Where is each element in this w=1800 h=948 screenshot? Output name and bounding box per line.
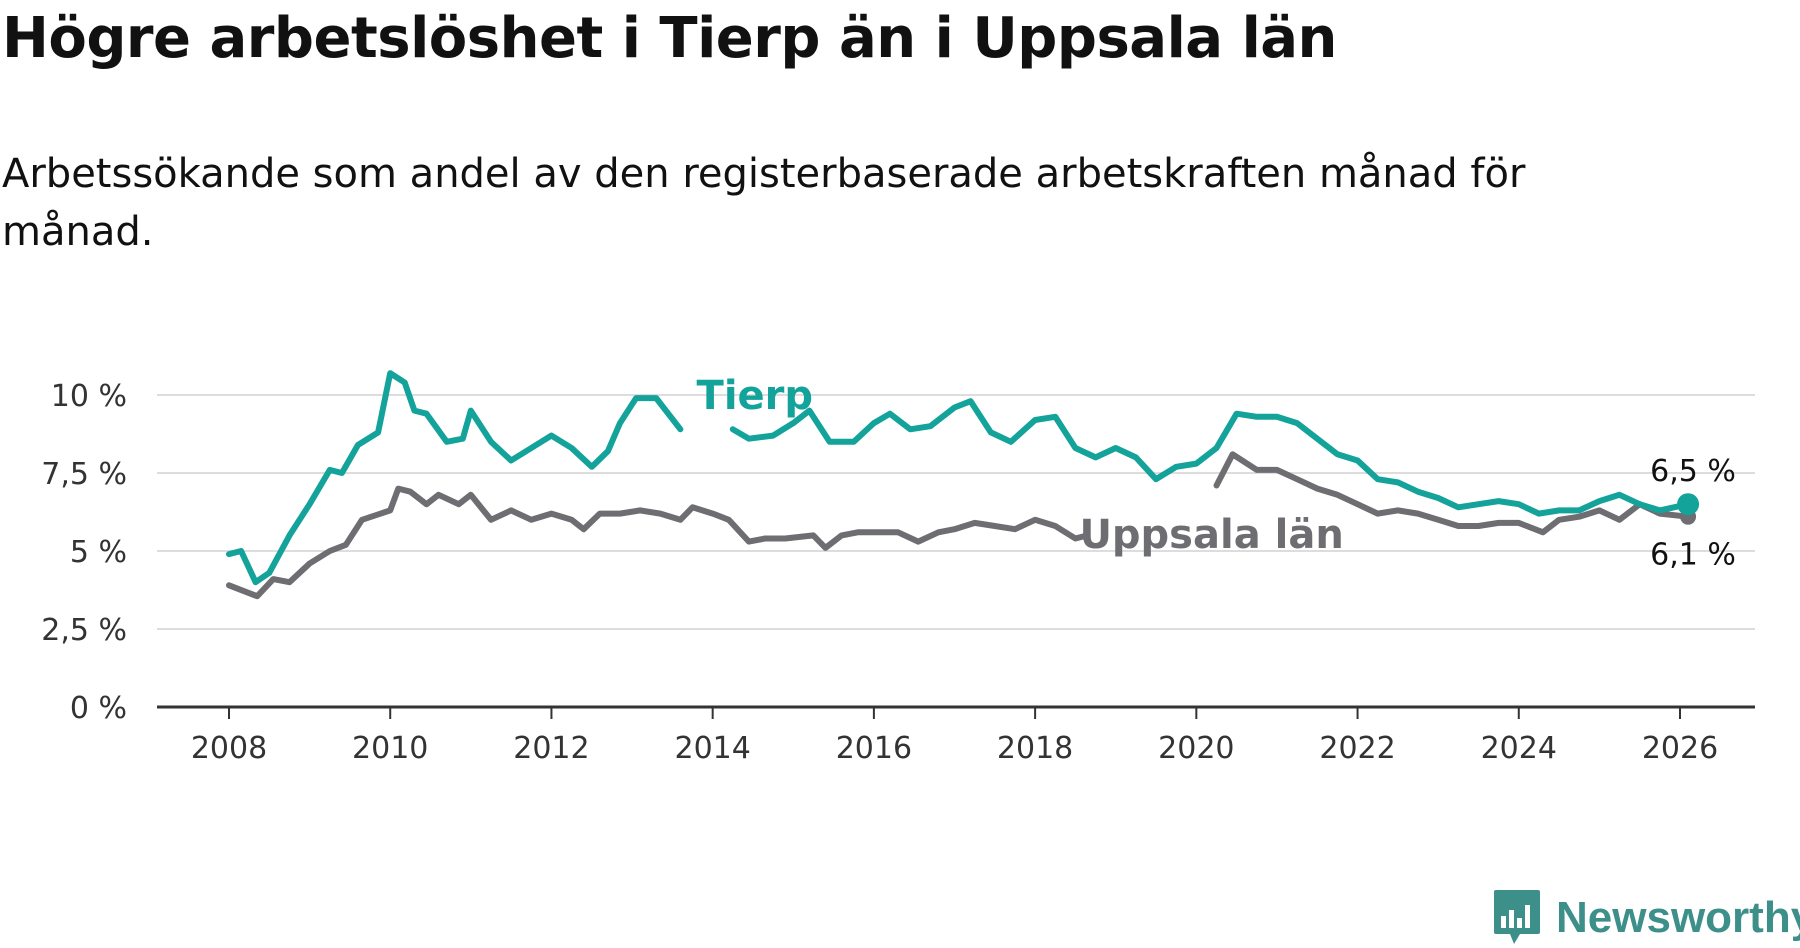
x-tick-label: 2024 (1481, 731, 1557, 766)
tierp-end-value-label: 6,5 % (1650, 454, 1736, 489)
tierp-end-marker (1677, 493, 1700, 516)
tierp-series-label: Tierp (697, 373, 813, 419)
y-tick-label: 10 % (51, 379, 127, 414)
uppsala-line (1213, 451, 1692, 536)
tierp-line (729, 398, 1692, 517)
x-tick-label: 2016 (836, 731, 912, 766)
x-tick-label: 2012 (513, 731, 589, 766)
brand-name: Newsworthy (1556, 893, 1800, 942)
x-tick-label: 2010 (352, 731, 428, 766)
newsworthy-logo-icon (1494, 890, 1540, 944)
uppsala-end-value-label: 6,1 % (1650, 538, 1736, 573)
chart-subtitle: Arbetssökande som andel av den registerb… (2, 151, 1526, 255)
x-tick-label: 2014 (674, 731, 750, 766)
line-chart: 0 % 2,5 % 5 % 7,5 % 10 % 2008 2010 2012 2014 2016… (41, 370, 1755, 766)
x-tick-label: 2022 (1319, 731, 1395, 766)
uppsala-line (226, 485, 1091, 600)
tierp-line (226, 370, 684, 586)
uppsala-series-label: Uppsala län (1079, 512, 1343, 558)
y-tick-label: 5 % (70, 535, 127, 570)
x-tick-label: 2020 (1158, 731, 1234, 766)
newsworthy-logo: Newsworthy (1492, 888, 1800, 948)
x-tick-label: 2008 (191, 731, 267, 766)
x-tick-label: 2026 (1642, 731, 1718, 766)
y-tick-label: 0 % (70, 691, 127, 726)
chart-title: Högre arbetslöshet i Tierp än i Uppsala … (2, 6, 1337, 71)
y-tick-label: 7,5 % (41, 457, 127, 492)
y-tick-label: 2,5 % (41, 613, 127, 648)
x-tick-label: 2018 (997, 731, 1073, 766)
